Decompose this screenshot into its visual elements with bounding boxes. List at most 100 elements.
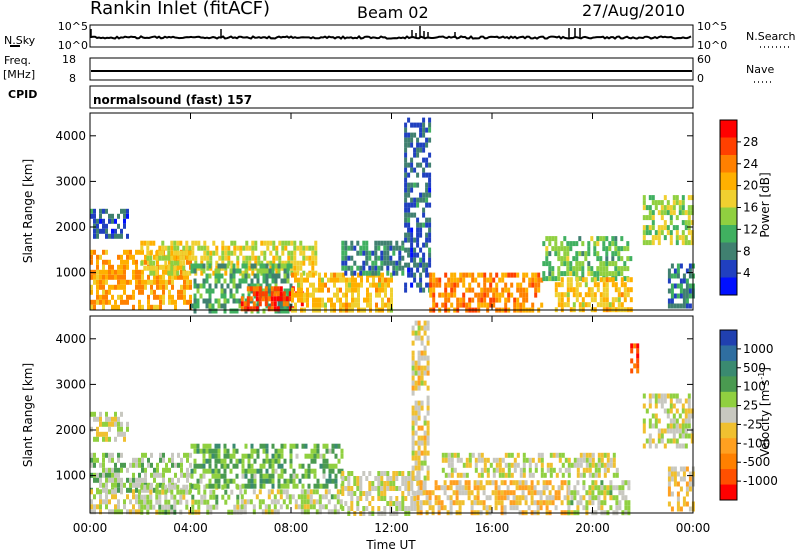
- heatmap-cell: [90, 259, 93, 265]
- heatmap-cell: [168, 279, 171, 285]
- heatmap-cell: [111, 264, 114, 270]
- heatmap-cell: [333, 277, 336, 283]
- heatmap-cell: [217, 448, 221, 454]
- heatmap-cell: [614, 282, 618, 288]
- heatmap-cell: [252, 286, 256, 292]
- heatmap-cell: [534, 272, 538, 278]
- heatmap-cell: [164, 499, 168, 505]
- colorbar-tick-label: -500: [743, 455, 770, 469]
- heatmap-cell: [477, 472, 481, 478]
- heatmap-cell: [417, 465, 421, 471]
- heatmap-cell: [588, 462, 592, 468]
- heatmap-cell: [453, 287, 457, 293]
- heatmap-cell: [99, 482, 102, 488]
- heatmap-cell: [560, 241, 564, 247]
- heatmap-cell: [411, 355, 415, 361]
- heatmap-cell: [143, 499, 147, 505]
- heatmap-cell: [498, 277, 502, 283]
- heatmap-cell: [675, 215, 679, 221]
- heatmap-cell: [155, 494, 159, 500]
- heatmap-cell: [682, 278, 686, 284]
- heatmap-cell: [602, 261, 606, 267]
- heatmap-cell: [186, 279, 189, 285]
- heatmap-cell: [102, 452, 105, 458]
- heatmap-cell: [171, 279, 174, 285]
- colorbar-tick-label: 12: [743, 222, 758, 236]
- heatmap-cell: [322, 483, 326, 489]
- heatmap-cell: [194, 240, 198, 246]
- heatmap-cell: [669, 220, 673, 226]
- heatmap-cell: [205, 483, 209, 489]
- heatmap-cell: [676, 263, 680, 269]
- heatmap-cell: [243, 499, 247, 505]
- heatmap-cell: [190, 473, 194, 479]
- heatmap-cell: [381, 297, 384, 303]
- heatmap-cell: [560, 297, 564, 303]
- heatmap-cell: [416, 262, 420, 268]
- heatmap-cell: [587, 266, 591, 272]
- heatmap-cell: [679, 278, 683, 284]
- heatmap-cell: [309, 494, 313, 500]
- heatmap-cell: [275, 245, 279, 251]
- heatmap-cell: [270, 286, 274, 292]
- heatmap-cell: [383, 260, 387, 266]
- heatmap-cell: [416, 162, 420, 168]
- heatmap-cell: [411, 410, 415, 416]
- heatmap-cell: [377, 245, 381, 251]
- heatmap-cell: [299, 245, 303, 251]
- heatmap-cell: [606, 462, 610, 468]
- heatmap-cell: [651, 438, 655, 444]
- heatmap-cell: [642, 205, 646, 211]
- heatmap-cell: [272, 240, 276, 246]
- heatmap-cell: [447, 297, 451, 303]
- heatmap-cell: [96, 218, 99, 224]
- heatmap-cell: [243, 489, 247, 495]
- heatmap-cell: [114, 489, 117, 495]
- heatmap-cell: [446, 485, 450, 491]
- heatmap-cell: [422, 192, 426, 198]
- heatmap-cell: [468, 297, 472, 303]
- heatmap-cell: [126, 254, 129, 260]
- heatmap-cell: [525, 297, 529, 303]
- heatmap-cell: [530, 480, 534, 486]
- heatmap-cell: [265, 448, 269, 454]
- heatmap-cell: [404, 217, 408, 223]
- heatmap-cell: [227, 255, 231, 261]
- heatmap-cell: [419, 232, 423, 238]
- heatmap-cell: [96, 504, 99, 510]
- heatmap-cell: [259, 283, 263, 289]
- heatmap-cell: [612, 472, 616, 478]
- heatmap-cell: [149, 484, 153, 490]
- heatmap-cell: [120, 467, 123, 473]
- heatmap-cell: [354, 287, 357, 293]
- heatmap-cell: [105, 472, 108, 478]
- heatmap-cell: [244, 473, 248, 479]
- heatmap-cell: [283, 478, 287, 484]
- heatmap-cell: [369, 292, 372, 298]
- heatmap-cell: [575, 241, 579, 247]
- heatmap-cell: [657, 398, 661, 404]
- heatmap-cell: [450, 302, 454, 308]
- heatmap-cell: [423, 435, 427, 441]
- heatmap-cell: [321, 287, 324, 293]
- heatmap-cell: [93, 233, 96, 239]
- heatmap-cell: [208, 293, 212, 299]
- heatmap-cell: [651, 423, 655, 429]
- heatmap-cell: [331, 463, 335, 469]
- heatmap-cell: [155, 265, 159, 271]
- heatmap-cell: [322, 463, 326, 469]
- heatmap-cell: [431, 490, 435, 496]
- heatmap-cell: [177, 477, 180, 483]
- heatmap-cell: [168, 274, 171, 280]
- heatmap-cell: [173, 255, 177, 261]
- heatmap-cell: [483, 272, 487, 278]
- heatmap-cell: [318, 272, 321, 278]
- heatmap-cell: [459, 302, 463, 308]
- heatmap-cell: [679, 466, 683, 472]
- heatmap-cell: [437, 485, 441, 491]
- heatmap-cell: [253, 468, 257, 474]
- heatmap-cell: [309, 282, 312, 288]
- heatmap-cell: [114, 233, 117, 239]
- heatmap-cell: [494, 480, 498, 486]
- heatmap-cell: [423, 355, 427, 361]
